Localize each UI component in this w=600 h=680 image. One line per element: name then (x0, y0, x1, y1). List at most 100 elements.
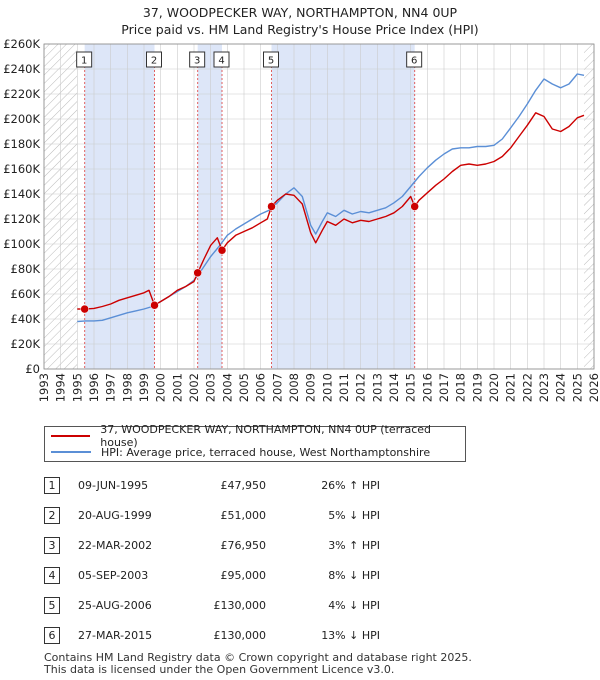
row-date: 27-MAR-2015 (78, 629, 153, 642)
x-tick-label: 2010 (320, 373, 334, 402)
sale-number-label: 3 (194, 56, 200, 67)
x-tick-label: 2013 (370, 373, 384, 402)
sale-point (217, 246, 227, 255)
sale-number-box (76, 51, 93, 68)
sale-number-box (189, 51, 206, 68)
x-tick-label: 2015 (404, 373, 418, 402)
table-row: 2 20-AUG-1999 £51,000 5% ↓ HPI (0, 500, 600, 530)
x-tick-label: 1997 (104, 373, 118, 402)
x-tick-label: 2025 (570, 373, 584, 402)
shaded-span (197, 44, 222, 369)
row-price: £95,000 (220, 569, 267, 582)
row-hpi-diff: 4% ↓ HPI (328, 599, 380, 612)
row-date: 05-SEP-2003 (78, 569, 149, 582)
x-tick-label: 2007 (270, 373, 284, 402)
row-hpi-diff: 5% ↓ HPI (328, 509, 380, 522)
x-tick-label: 2026 (587, 373, 600, 402)
sale-point (267, 202, 276, 211)
x-tick-label: 2001 (170, 373, 184, 402)
x-tick-label: 2011 (337, 373, 351, 402)
legend-swatch-property (51, 435, 91, 437)
legend-item-hpi: HPI: Average price, terraced house, West… (51, 444, 430, 460)
plot-border (43, 43, 595, 370)
x-tick-label: 2016 (420, 373, 434, 402)
row-price: £51,000 (220, 509, 267, 522)
hatched-region-right (584, 44, 594, 369)
y-tick-label: £0 (25, 362, 40, 376)
x-tick-label: 2017 (437, 373, 451, 402)
row-price: £76,950 (220, 539, 267, 552)
x-tick-label: 2003 (204, 373, 218, 402)
y-tick-label: £240K (3, 62, 40, 76)
x-tick-label: 2012 (354, 373, 368, 402)
row-number: 6 (44, 627, 60, 644)
row-price: £130,000 (213, 629, 267, 642)
x-tick-label: 2023 (537, 373, 551, 402)
footer: Contains HM Land Registry data © Crown c… (44, 652, 472, 676)
x-tick-label: 2021 (504, 373, 518, 402)
row-hpi-diff: 26% ↑ HPI (321, 479, 380, 492)
table-row: 1 09-JUN-1995 £47,950 26% ↑ HPI (0, 470, 600, 500)
row-number: 4 (44, 567, 60, 584)
row-hpi-diff: 3% ↑ HPI (328, 539, 380, 552)
row-price: £130,000 (213, 599, 267, 612)
y-tick-label: £20K (11, 337, 41, 351)
property-price-line (77, 112, 585, 310)
row-number: 2 (44, 507, 60, 524)
row-date: 22-MAR-2002 (78, 539, 153, 552)
table-row: 5 25-AUG-2006 £130,000 4% ↓ HPI (0, 590, 600, 620)
legend-label-property: 37, WOODPECKER WAY, NORTHAMPTON, NN4 0UP… (100, 423, 431, 449)
row-hpi-diff: 13% ↓ HPI (321, 629, 380, 642)
sale-point (410, 202, 419, 211)
x-tick-label: 2018 (454, 373, 468, 402)
row-date: 20-AUG-1999 (78, 509, 152, 522)
sale-number-box (263, 51, 279, 68)
x-tick-label: 2002 (187, 373, 201, 402)
x-tick-label: 1996 (87, 373, 101, 402)
y-tick-label: £40K (11, 312, 41, 326)
footer-licence: This data is licensed under the Open Gov… (44, 663, 395, 676)
row-number: 5 (44, 597, 60, 614)
x-tick-label: 1998 (120, 373, 134, 402)
table-row: 6 27-MAR-2015 £130,000 13% ↓ HPI (0, 620, 600, 650)
footer-copyright: Contains HM Land Registry data © Crown c… (44, 651, 472, 664)
x-tick-label: 2008 (287, 373, 301, 402)
y-tick-label: £220K (3, 87, 40, 101)
chart-title: 37, WOODPECKER WAY, NORTHAMPTON, NN4 0UP… (0, 4, 600, 38)
chart-title-line2: Price paid vs. HM Land Registry's House … (121, 22, 479, 37)
x-tick-label: 1995 (70, 373, 84, 402)
legend: 37, WOODPECKER WAY, NORTHAMPTON, NN4 0UP… (44, 423, 466, 462)
sale-point (193, 268, 202, 278)
y-tick-label: £60K (11, 287, 41, 301)
x-tick-label: 1993 (37, 373, 51, 402)
sale-number-label: 2 (151, 56, 157, 67)
row-date: 09-JUN-1995 (78, 479, 149, 492)
sale-number-label: 6 (411, 56, 417, 67)
table-row: 4 05-SEP-2003 £95,000 8% ↓ HPI (0, 560, 600, 590)
sale-number-label: 1 (81, 56, 87, 67)
row-number: 3 (44, 537, 60, 554)
sale-number-box (213, 51, 230, 68)
row-date: 25-AUG-2006 (78, 599, 152, 612)
legend-item-property: 37, WOODPECKER WAY, NORTHAMPTON, NN4 0UP… (51, 423, 465, 449)
x-tick-label: 1994 (54, 373, 68, 402)
y-tick-label: £260K (3, 37, 40, 51)
x-tick-label: 2004 (220, 373, 234, 402)
x-tick-label: 2014 (387, 373, 401, 402)
row-hpi-diff: 8% ↓ HPI (328, 569, 380, 582)
x-tick-label: 1999 (137, 373, 151, 402)
row-price: £47,950 (220, 479, 267, 492)
legend-swatch-hpi (51, 451, 91, 453)
price-chart: 1 2 3 4 5 6 £0 £20K £40K £60K £80K £100K £120K £140K £… (3, 37, 600, 402)
sale-number-box (406, 51, 423, 68)
y-tick-label: £80K (11, 262, 41, 276)
sale-number-label: 5 (268, 56, 274, 67)
sale-point (150, 301, 159, 310)
x-tick-label: 2024 (554, 373, 568, 402)
row-number: 1 (44, 477, 60, 494)
x-tick-label: 2022 (520, 373, 534, 402)
y-tick-label: £140K (3, 187, 40, 201)
legend-label-hpi: HPI: Average price, terraced house, West… (101, 445, 431, 459)
sale-point (80, 304, 89, 314)
x-tick-label: 2020 (487, 373, 501, 402)
